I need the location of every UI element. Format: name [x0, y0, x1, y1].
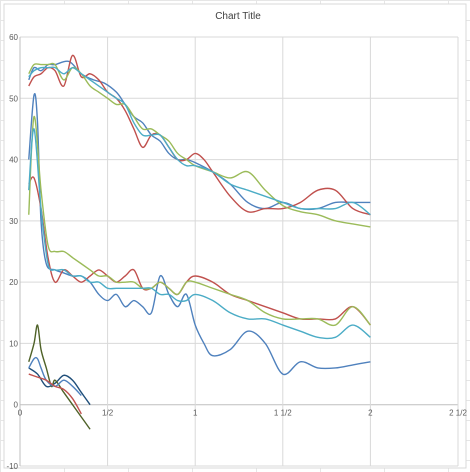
y-tick-label: 50 — [9, 94, 18, 103]
x-tick-label: 0 — [18, 409, 23, 418]
x-tick-label: 2 — [368, 409, 373, 418]
series-line-9 — [28, 367, 91, 406]
y-tick-label: 20 — [9, 278, 18, 287]
series-line-8 — [28, 128, 371, 340]
x-tick-label: 1 1/2 — [274, 409, 292, 418]
plot-series — [28, 54, 371, 430]
y-tick-label: 10 — [9, 339, 18, 348]
plot-gridlines — [19, 36, 459, 467]
x-tick-label: 1 — [193, 409, 198, 418]
series-line-3 — [28, 62, 371, 228]
series-line-4 — [28, 66, 371, 216]
y-tick-label: 30 — [9, 217, 18, 226]
y-tick-label: 60 — [9, 33, 18, 42]
y-tick-label: 40 — [9, 156, 18, 165]
y-tick-label: 0 — [14, 401, 19, 410]
x-tick-label: 2 1/2 — [449, 409, 467, 418]
series-line-1 — [28, 60, 371, 211]
series-line-2 — [28, 54, 371, 216]
plot-tick-labels: -10 0 10 20 30 40 50 60 0 1/2 1 1 1/2 2 2 1/2 — [6, 33, 467, 471]
chart-title: Chart Title — [215, 11, 261, 22]
x-tick-label: 1/2 — [102, 409, 114, 418]
y-tick-label: -10 — [6, 462, 18, 471]
chart-background — [3, 3, 467, 469]
series-line-10 — [28, 324, 91, 430]
series-line-12 — [28, 373, 82, 415]
